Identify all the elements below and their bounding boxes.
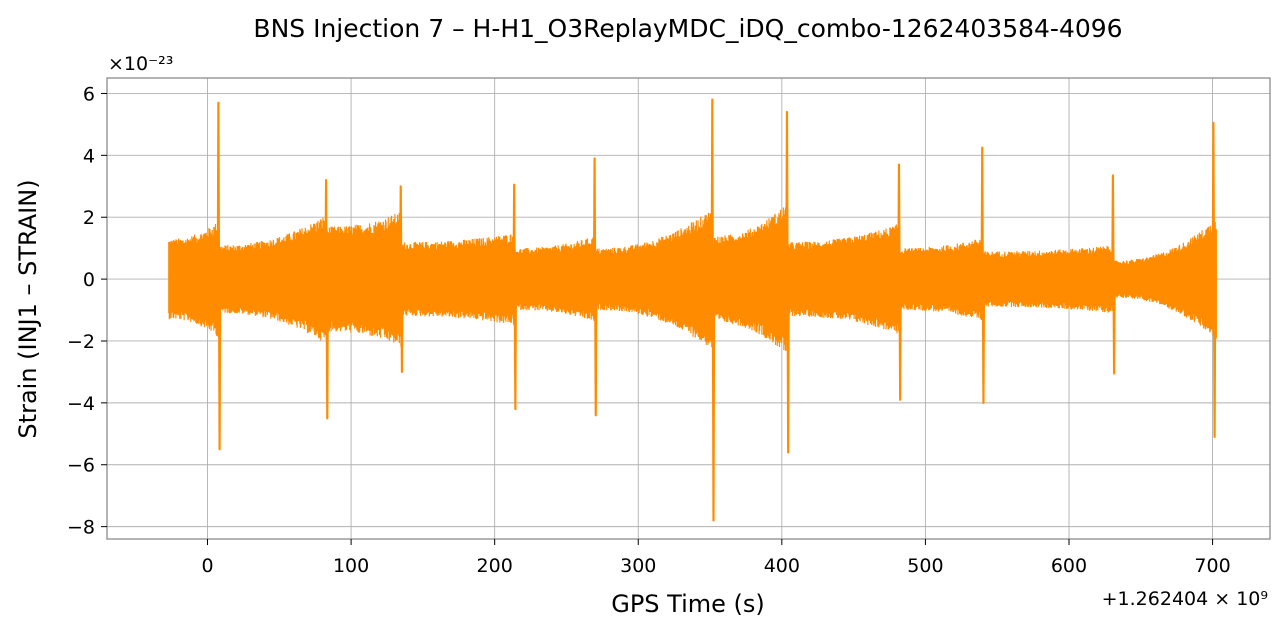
y-tick-label: −8 [67, 517, 95, 539]
strain-spike [897, 163, 902, 401]
strain-spike [512, 183, 518, 411]
y-tick-label: 0 [83, 269, 95, 291]
strain-trace-segment [898, 239, 984, 321]
strain-trace-segment [400, 234, 516, 325]
chart-title: BNS Injection 7 – H-H1_O3ReplayMDC_iDQ_c… [253, 14, 1122, 43]
strain-trace-segment [982, 245, 1114, 313]
x-tick-label: 200 [477, 555, 513, 577]
y-tick-label: −2 [67, 331, 95, 353]
y-axis-ticks: −8 −6 −4 −2 0 2 4 6 [67, 83, 107, 539]
strain-spike [1111, 174, 1116, 375]
strain-trace-segment [168, 223, 220, 337]
strain-trace-segment [712, 202, 788, 351]
strain-trace-segment [1112, 222, 1217, 340]
x-tick-label: 300 [620, 555, 656, 577]
x-axis-label: GPS Time (s) [611, 590, 765, 618]
strain-trace-segment [594, 211, 714, 348]
strain-spike [592, 157, 598, 417]
y-multiplier-label: ×10⁻²³ [108, 53, 173, 75]
y-tick-label: −6 [67, 455, 95, 477]
y-tick-label: 2 [83, 207, 95, 229]
strain-spike [216, 101, 222, 451]
x-tick-label: 700 [1194, 555, 1230, 577]
strain-trace-segment [218, 215, 327, 341]
strain-spike [399, 185, 404, 374]
y-tick-label: −4 [67, 393, 95, 415]
strain-spike [785, 110, 790, 454]
strain-spike [1211, 121, 1217, 438]
plot-frame [106, 77, 1271, 540]
strain-trace-segment [326, 212, 402, 347]
y-axis-label: Strain (INJ1 – STRAIN) [14, 179, 42, 438]
x-tick-label: 500 [907, 555, 943, 577]
strain-trace-segment [514, 237, 596, 321]
strain-spike [324, 179, 329, 420]
x-offset-label: +1.262404 × 10⁹ [1102, 588, 1268, 610]
x-tick-label: 400 [764, 555, 800, 577]
strain-series [168, 98, 1217, 522]
x-axis-ticks: 0 100 200 300 400 500 600 700 [201, 539, 1231, 577]
x-tick-label: 0 [201, 555, 213, 577]
y-tick-label: 6 [83, 83, 95, 105]
strain-trace-segment [786, 224, 900, 334]
x-tick-label: 600 [1051, 555, 1087, 577]
strain-spike [980, 146, 986, 404]
x-tick-label: 100 [333, 555, 369, 577]
y-tick-label: 4 [83, 145, 95, 167]
strain-spike [710, 98, 716, 522]
